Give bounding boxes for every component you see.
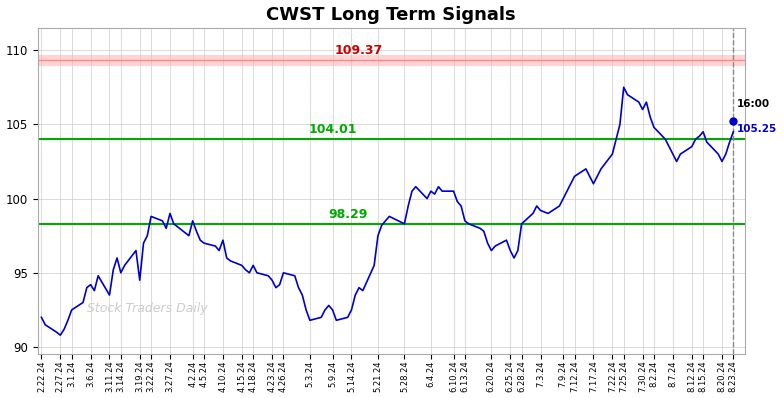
Text: 109.37: 109.37	[335, 43, 383, 57]
Text: 105.25: 105.25	[737, 124, 778, 134]
Text: 98.29: 98.29	[328, 208, 368, 221]
Text: 104.01: 104.01	[308, 123, 357, 136]
Title: CWST Long Term Signals: CWST Long Term Signals	[267, 6, 516, 23]
Text: Stock Traders Daily: Stock Traders Daily	[87, 302, 208, 315]
Text: 16:00: 16:00	[737, 99, 770, 109]
